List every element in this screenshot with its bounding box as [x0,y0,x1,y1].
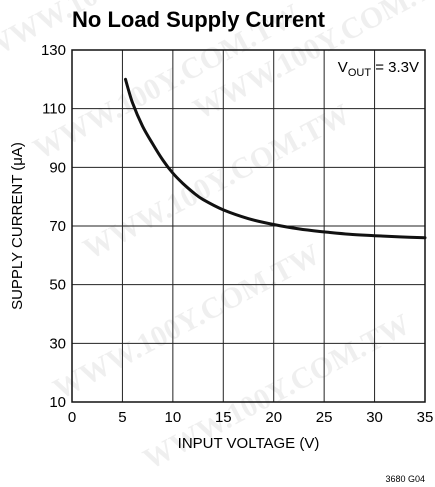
x-tick-label: 25 [316,409,333,426]
chart-title: No Load Supply Current [72,7,326,32]
vout-annotation-subscript: OUT [348,67,372,79]
y-tick-label: 50 [49,277,66,294]
vout-annotation-main: V [338,59,348,76]
x-tick-label: 15 [215,409,232,426]
series-layer [124,77,427,240]
x-tick-label: 35 [417,409,434,426]
y-tick-label: 30 [49,335,66,352]
plot-frame [71,49,426,403]
vout-annotation-value: = 3.3V [371,59,419,76]
x-tick-label: 5 [118,409,126,426]
x-axis-label: INPUT VOLTAGE (V) [178,435,320,452]
y-tick-label: 130 [41,42,66,59]
tick-labels: 0 5 10 15 20 25 30 35 10 30 50 70 90 110 130 [41,42,433,426]
x-tick-label: 10 [165,409,182,426]
y-tick-label: 10 [49,394,66,411]
y-tick-label: 110 [42,101,66,118]
figure-code: 3680 G04 [385,474,425,484]
x-tick-label: 30 [366,409,383,426]
y-tick-label: 70 [49,218,66,235]
x-tick-label: 0 [68,409,76,426]
y-tick-label: 90 [49,159,66,176]
y-axis-label: SUPPLY CURRENT (μA) [9,142,26,310]
vout-annotation: VOUT = 3.3V [338,59,419,79]
series-line [124,77,427,240]
x-tick-label: 20 [265,409,282,426]
